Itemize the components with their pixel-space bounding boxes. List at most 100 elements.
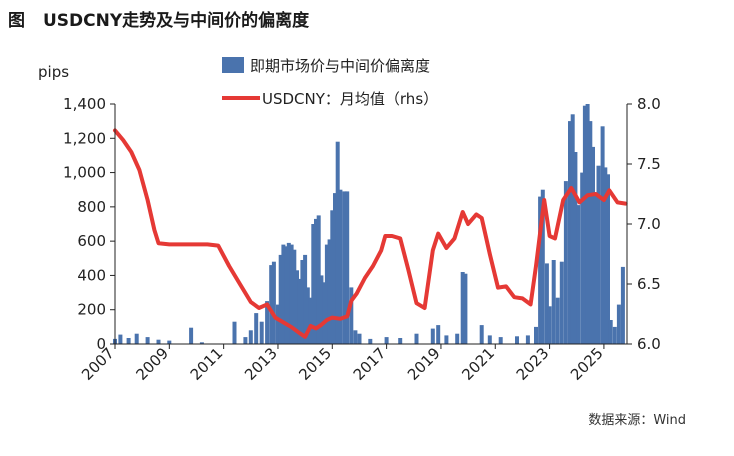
left-axis-unit: pips xyxy=(38,63,69,81)
chart-title-text: USDCNY走势及与中间价的偏离度 xyxy=(43,11,310,31)
x-tick-label: 2019 xyxy=(404,344,444,384)
bar-3 xyxy=(134,333,139,344)
bar-80 xyxy=(596,165,601,344)
bar-22 xyxy=(289,244,294,344)
right-tick-label: 8.0 xyxy=(637,95,661,113)
usdcny-line xyxy=(113,128,628,339)
bar-39 xyxy=(335,141,340,344)
bars-layer xyxy=(113,104,625,344)
bar-36 xyxy=(327,239,332,344)
bar-40 xyxy=(338,189,343,344)
bar-6 xyxy=(167,340,172,344)
bar-60 xyxy=(525,335,530,344)
bar-23 xyxy=(292,249,297,344)
bar-44 xyxy=(353,330,358,344)
bar-38 xyxy=(333,193,337,344)
source-note: 数据来源：Wind xyxy=(588,413,686,428)
bar-24 xyxy=(295,270,299,344)
bar-67 xyxy=(555,297,560,344)
bar-62 xyxy=(538,196,543,344)
bar-41 xyxy=(342,191,347,344)
bar-87 xyxy=(620,266,625,344)
bar-78 xyxy=(591,146,595,344)
x-tick-label: 2015 xyxy=(295,344,335,384)
bar-7 xyxy=(189,327,194,344)
bar-47 xyxy=(384,337,389,344)
bar-27 xyxy=(303,254,308,344)
legend-label-bar: 即期市场价与中间价偏离度 xyxy=(250,57,430,75)
bar-54 xyxy=(460,272,465,344)
bar-10 xyxy=(243,337,248,344)
line-layer xyxy=(113,128,628,339)
bar-21 xyxy=(286,242,291,344)
bar-20 xyxy=(284,246,289,344)
left-tick-label: 800 xyxy=(77,198,106,216)
bar-74 xyxy=(580,172,585,344)
legend: 即期市场价与中间价偏离度 USDCNY：月均值（rhs） xyxy=(222,57,438,108)
x-tick-label: 2023 xyxy=(513,344,553,384)
bar-5 xyxy=(156,339,161,344)
bar-28 xyxy=(305,287,310,344)
bar-9 xyxy=(232,321,237,344)
bar-57 xyxy=(487,335,492,344)
bar-56 xyxy=(479,325,484,344)
left-tick-label: 200 xyxy=(77,301,106,319)
bar-52 xyxy=(444,335,449,344)
bar-43 xyxy=(349,287,354,344)
bar-11 xyxy=(248,330,253,344)
left-tick-label: 0 xyxy=(96,335,106,353)
left-tick-label: 1,000 xyxy=(63,164,106,182)
bar-68 xyxy=(559,261,564,344)
bar-83 xyxy=(606,174,610,344)
bar-86 xyxy=(616,304,621,344)
x-tick-label: 2017 xyxy=(350,344,390,384)
left-tick-label: 1,400 xyxy=(63,95,106,113)
bar-79 xyxy=(593,193,598,344)
bar-4 xyxy=(145,337,150,344)
bar-71 xyxy=(570,114,575,344)
bar-32 xyxy=(316,215,321,344)
bar-30 xyxy=(311,224,316,344)
bar-48 xyxy=(398,338,403,344)
bar-42 xyxy=(345,191,350,344)
bar-53 xyxy=(455,333,460,344)
bar-81 xyxy=(600,126,605,344)
right-tick-label: 7.0 xyxy=(637,215,661,233)
bar-2 xyxy=(126,338,131,344)
bar-72 xyxy=(573,152,578,344)
right-tick-label: 6.0 xyxy=(637,335,661,353)
bar-55 xyxy=(463,273,468,344)
left-tick-label: 600 xyxy=(77,232,106,250)
bar-33 xyxy=(319,275,324,344)
bar-19 xyxy=(281,244,286,344)
bar-73 xyxy=(576,205,581,344)
bar-45 xyxy=(357,333,362,344)
x-tick-label: 2025 xyxy=(567,344,607,384)
bar-35 xyxy=(324,244,329,344)
bar-12 xyxy=(254,313,259,344)
x-tick-label: 2013 xyxy=(241,344,281,384)
bar-26 xyxy=(300,260,305,344)
bar-63 xyxy=(540,189,545,344)
bar-34 xyxy=(322,282,327,344)
left-tick-label: 400 xyxy=(77,266,106,284)
chart-title-label: 图 xyxy=(8,11,25,31)
x-tick-label: 2021 xyxy=(458,344,498,384)
bar-69 xyxy=(563,181,568,344)
x-tick-label: 2011 xyxy=(187,344,227,384)
bar-64 xyxy=(544,263,549,344)
x-tick-label: 2009 xyxy=(132,344,172,384)
legend-swatch-bar xyxy=(222,57,244,73)
bar-50 xyxy=(430,328,435,344)
bar-75 xyxy=(582,105,587,344)
bar-17 xyxy=(276,304,280,344)
bar-14 xyxy=(265,301,270,344)
bar-49 xyxy=(414,333,419,344)
bar-85 xyxy=(612,326,617,344)
bar-61 xyxy=(534,326,538,344)
bar-77 xyxy=(588,121,593,344)
bar-31 xyxy=(314,218,318,344)
chart-title: 图 USDCNY走势及与中间价的偏离度 xyxy=(8,6,309,31)
bar-46 xyxy=(368,338,373,344)
